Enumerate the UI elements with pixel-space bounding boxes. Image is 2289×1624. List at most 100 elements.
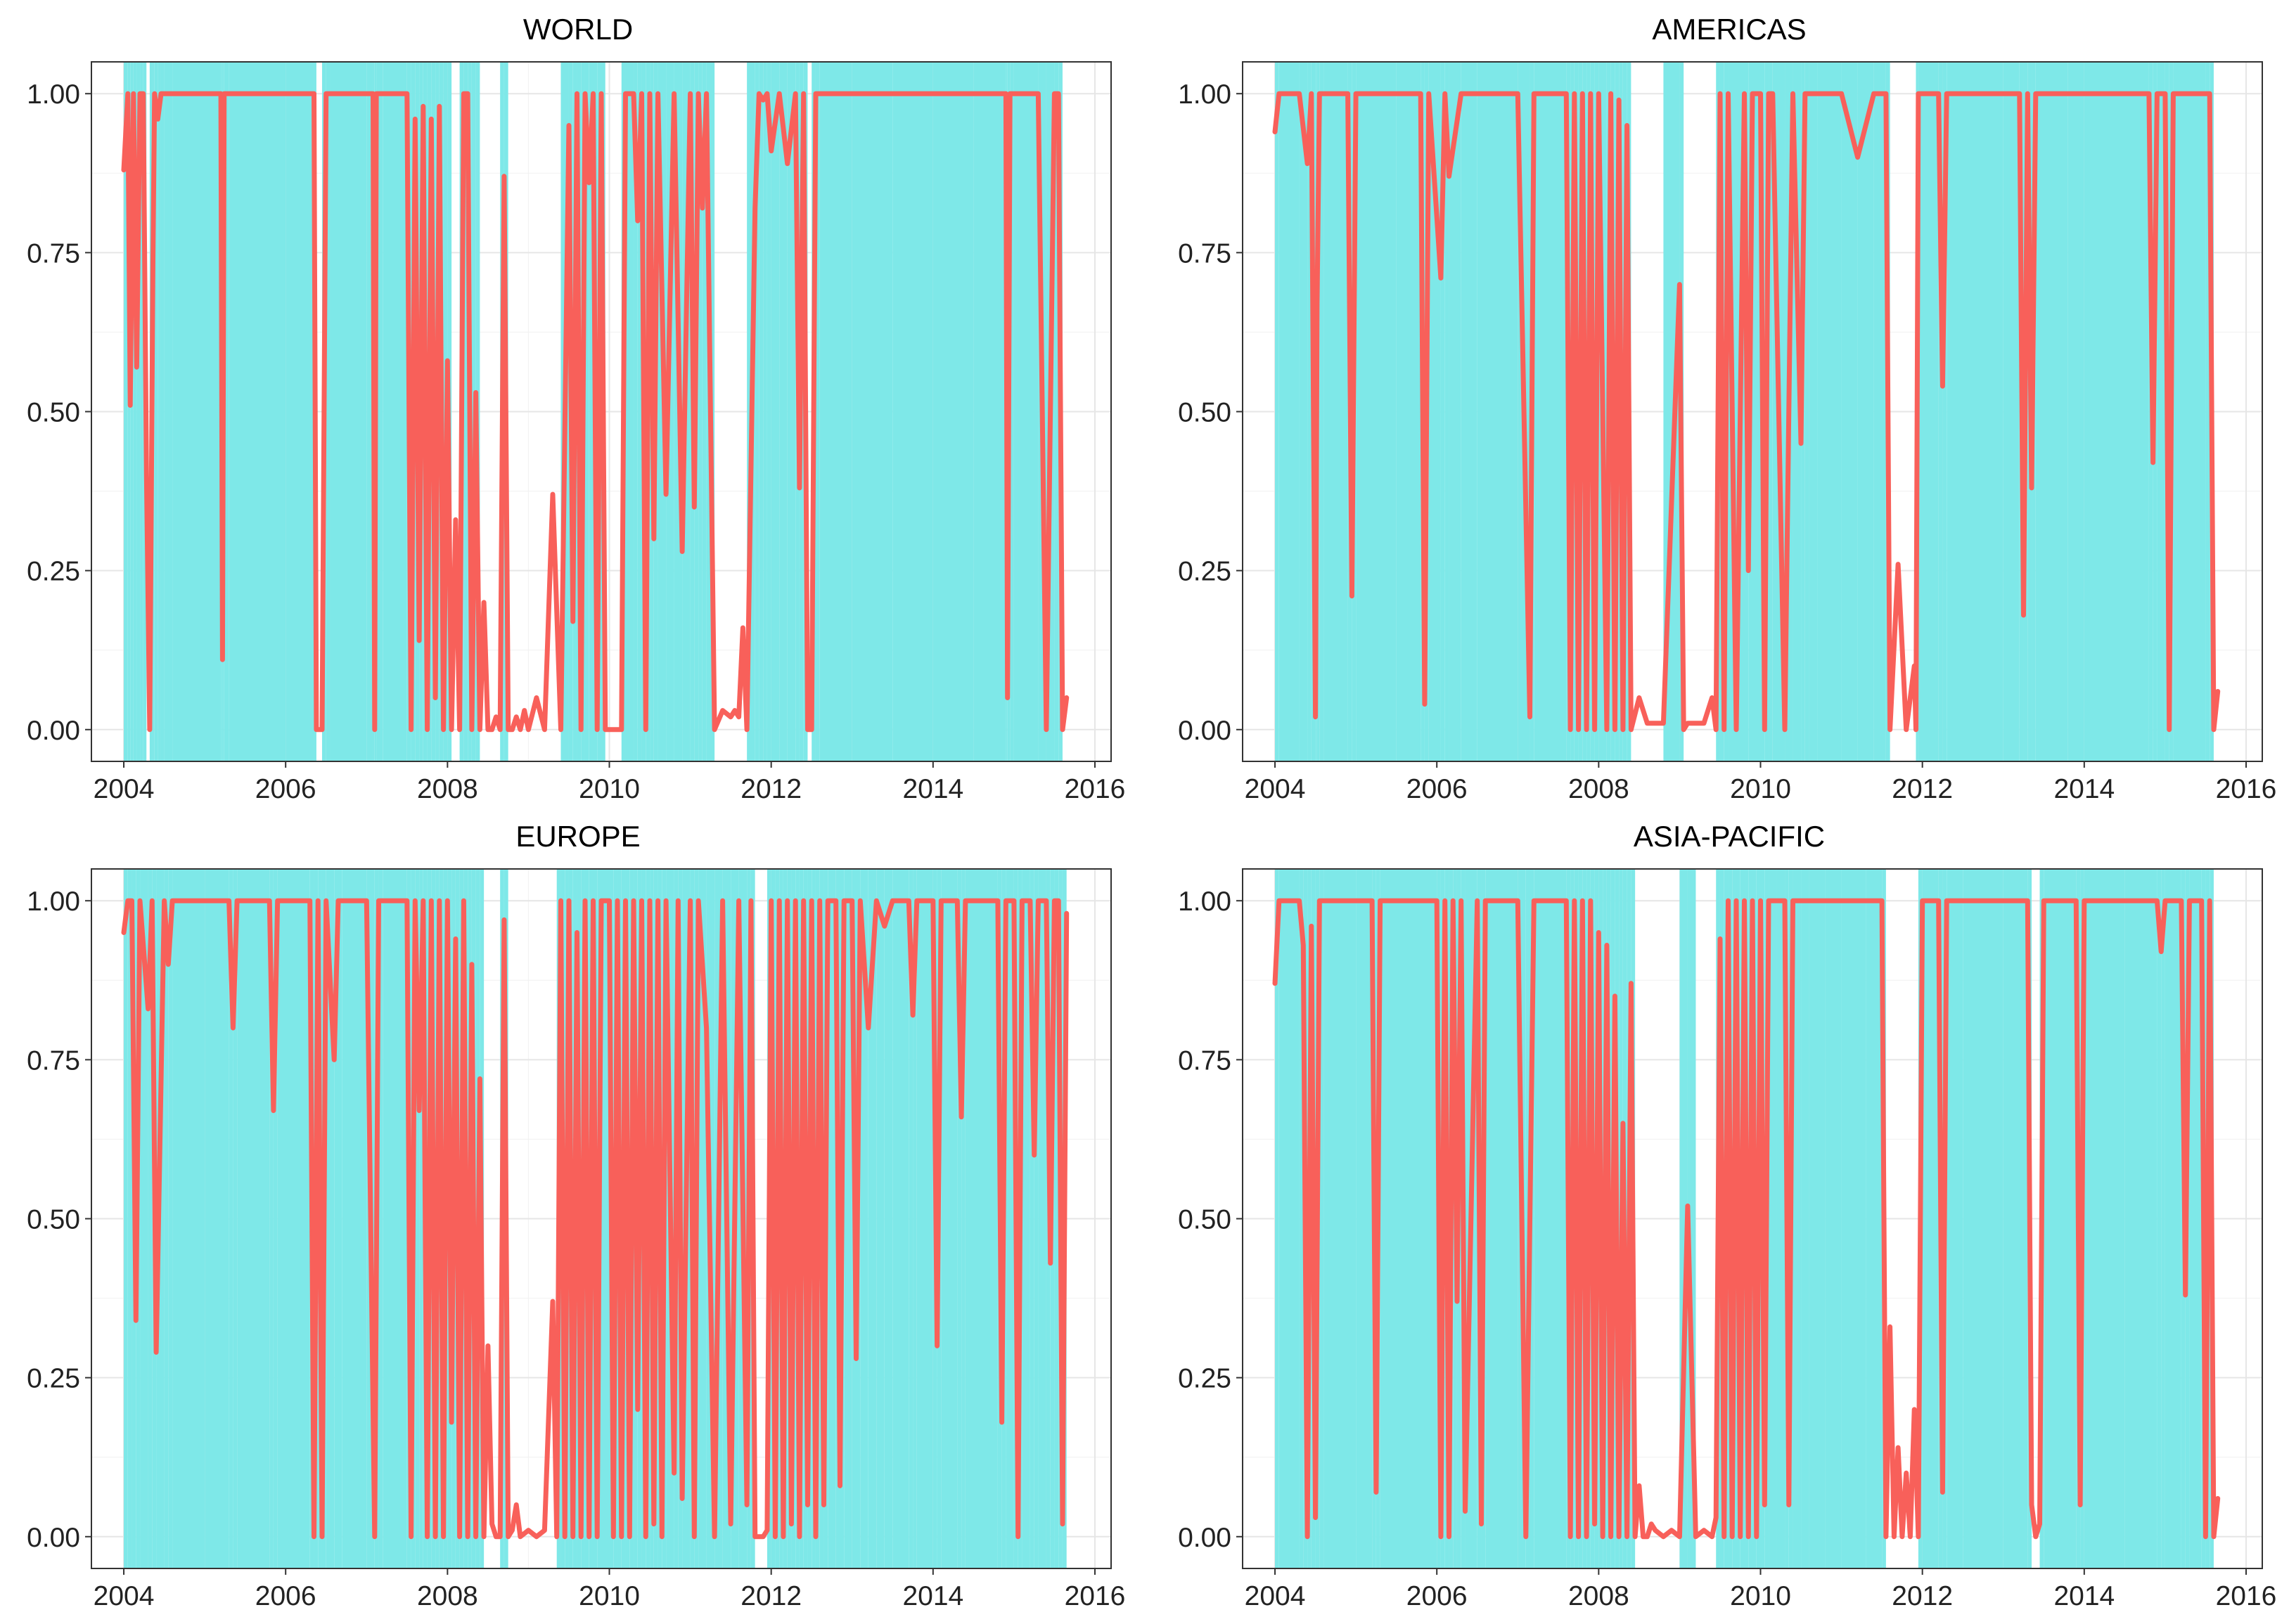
regime-band [755,62,759,761]
regime-band [415,869,420,1568]
regime-band [154,62,158,761]
regime-band [1809,62,1818,761]
regime-band [1010,62,1014,761]
regime-band [1776,869,1785,1568]
regime-band [463,62,468,761]
regime-band [277,869,310,1568]
regime-band [1477,62,1518,761]
regime-band [419,869,423,1568]
regime-band [286,62,314,761]
regime-band [1444,62,1449,761]
y-tick-label: 0.75 [27,1045,80,1076]
regime-band [2003,869,2028,1568]
regime-band [2084,869,2125,1568]
regime-band [1022,869,1030,1568]
regime-band [127,869,132,1568]
regime-band [1534,869,1567,1568]
regime-band [916,869,933,1568]
regime-band [771,62,780,761]
regime-band [961,869,966,1568]
regime-band [1275,62,1279,761]
regime-band [2157,869,2162,1568]
x-tick-label: 2006 [1406,774,1468,804]
series-line [121,898,1070,1540]
regime-band [2189,869,2202,1568]
x-tick-label: 2010 [579,1581,640,1611]
regime-band [1804,62,1809,761]
panel-title: ASIA-PACIFIC [1634,820,1825,853]
regime-band [2003,62,2020,761]
regime-band [1679,869,1688,1568]
x-tick-label: 2004 [94,1581,155,1611]
regime-band [168,869,173,1568]
regime-band [1817,62,1842,761]
x-tick-label: 2016 [1065,1581,1126,1611]
regime-band [2157,62,2165,761]
regime-band [342,869,367,1568]
y-tick-label: 0.75 [1178,238,1231,269]
x-tick-label: 2016 [2216,774,2277,804]
regime-band [1922,869,1939,1568]
x-tick-label: 2004 [1245,774,1306,804]
regime-band [1299,62,1308,761]
regime-band [172,869,205,1568]
panel-world: 2004 2006 2008 2010 2012 2014 2016 0.00 0.25 0.50… [27,13,1125,804]
regime-band [1449,62,1461,761]
y-tick-label: 0.50 [1178,398,1231,428]
y-tick-label: 0.25 [1178,557,1231,587]
regime-band [876,869,885,1568]
regime-band [909,869,913,1568]
series-line [1272,91,2221,733]
regime-band [326,62,331,761]
regime-band [1319,62,1324,761]
regime-band [1801,869,1809,1568]
regime-band [378,869,383,1568]
regime-band [2205,62,2210,761]
regime-band [1947,62,2003,761]
regime-band [2161,869,2165,1568]
regime-band [2067,62,2084,761]
panel-europe: 2004 2006 2008 2010 2012 2014 2016 0.00 0.25 0.50… [27,820,1125,1611]
regime-band [1440,62,1445,761]
regime-band [237,869,270,1568]
panel-title: EUROPE [515,820,640,853]
x-tick-label: 2016 [2216,1581,2277,1611]
regime-band [1356,62,1397,761]
regime-band [601,869,610,1568]
regime-band [913,869,917,1568]
regime-band [767,62,771,761]
regime-band [852,62,893,761]
x-tick-label: 2008 [1568,1581,1629,1611]
regime-band [957,869,962,1568]
regime-band [1809,869,1826,1568]
regime-band [383,62,407,761]
regime-band [973,62,1006,761]
regime-band [1841,869,1866,1568]
regime-band [1013,62,1039,761]
regime-band [1323,62,1348,761]
x-tick-label: 2006 [255,1581,316,1611]
regime-band [787,62,796,761]
regime-band [1942,62,1947,761]
regime-band [1323,869,1357,1568]
regime-band [1793,869,1802,1568]
regime-band [164,62,173,761]
regime-band [1278,869,1300,1568]
regime-band [1825,869,1842,1568]
regime-band [1938,62,1943,761]
regime-band [1054,62,1059,761]
regime-band [698,869,707,1568]
x-tick-label: 2004 [94,774,155,804]
regime-band [127,62,131,761]
x-tick-label: 2014 [902,1581,963,1611]
regime-band [273,869,278,1568]
regime-band [205,869,229,1568]
regime-band [326,869,335,1568]
x-tick-label: 2014 [2053,1581,2115,1611]
x-tick-label: 2014 [2053,774,2115,804]
regime-band [819,62,852,761]
regime-band [148,869,153,1568]
y-tick-label: 1.00 [27,887,80,917]
regime-band [1963,869,2003,1568]
